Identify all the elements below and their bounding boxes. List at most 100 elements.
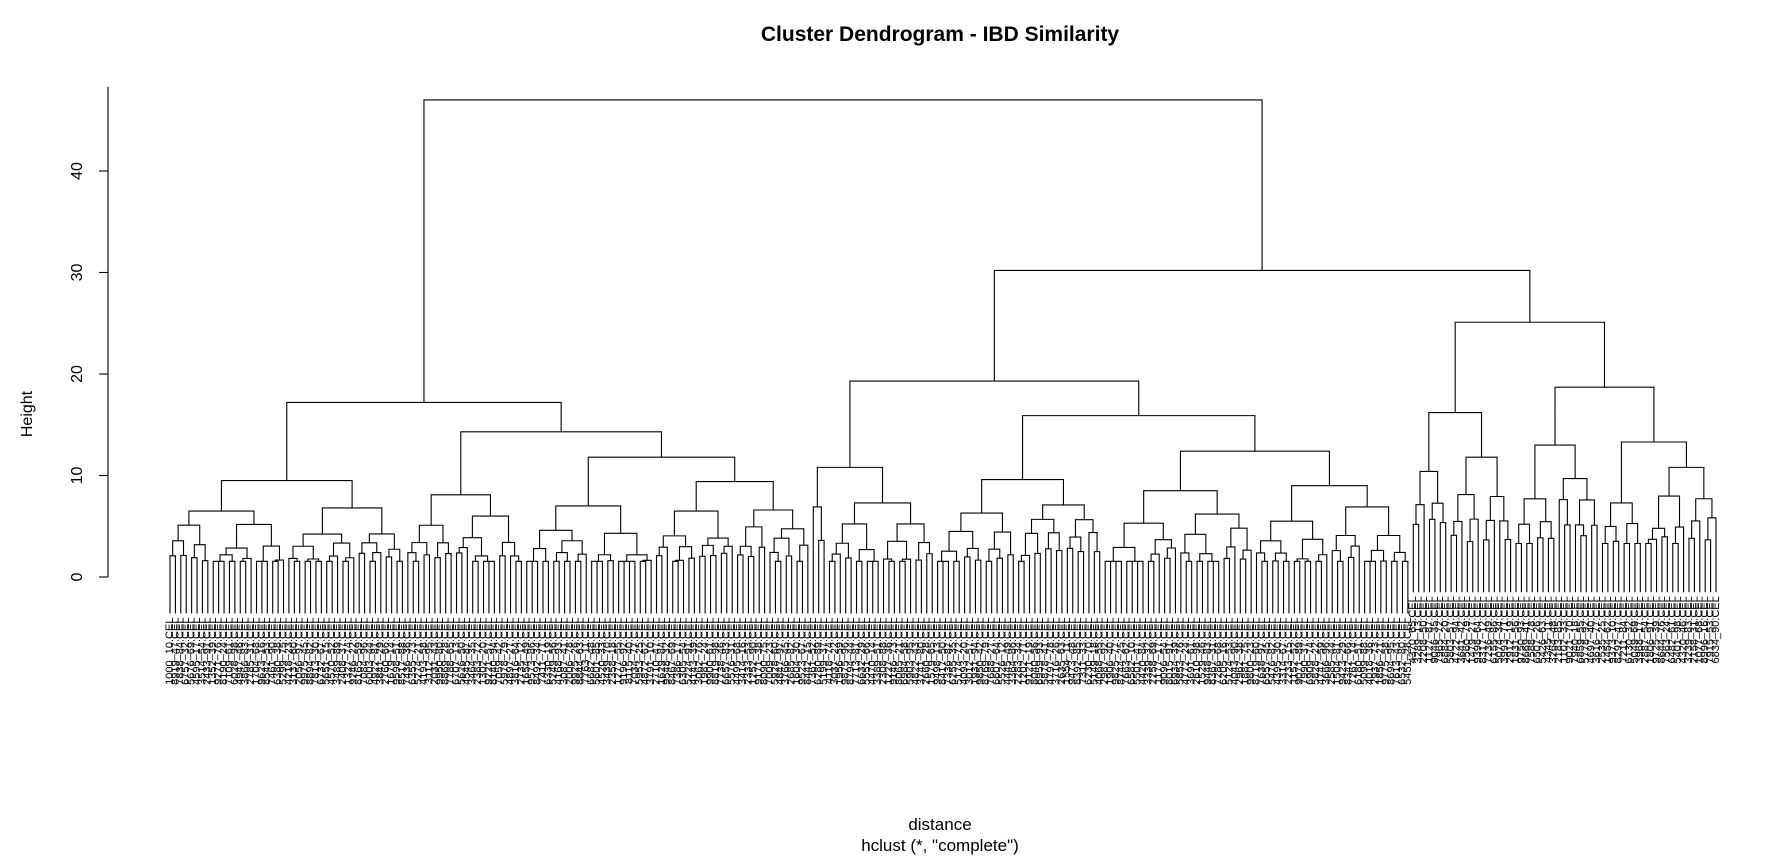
- leaf-label: 2535_25.CEL: [1596, 596, 1608, 663]
- leaf-label: 9750_93.CEL: [1515, 596, 1527, 663]
- leaf-label: 7236_49.CEL: [1483, 596, 1495, 663]
- leaf-label: 1127_87.CEL: [1423, 596, 1435, 662]
- leaf-label: 9146_73.CEL: [888, 618, 900, 685]
- leaf-label: 2408_37.CEL: [337, 618, 349, 685]
- leaf-label: 9623_16.CEL: [256, 618, 268, 685]
- leaf-label: 2358_18.CEL: [607, 618, 619, 685]
- leaf-label: 6532_80.CEL: [1396, 618, 1408, 685]
- leaf-label: 1252_90.CEL: [748, 618, 760, 685]
- chart-title: Cluster Dendrogram - IBD Similarity: [761, 23, 1120, 46]
- leaf-label: 2660_28.CEL: [921, 618, 933, 685]
- leaf-label: 4193_58.CEL: [418, 618, 430, 685]
- leaf-label: 2308_88.CEL: [877, 618, 889, 685]
- leaf-label: 5299_75.CEL: [277, 618, 289, 685]
- leaf-label: 9423_29.CEL: [1337, 618, 1349, 685]
- leaf-label: 2006_78.CEL: [564, 618, 576, 685]
- leaf-label: 5199_37.CEL: [818, 618, 830, 685]
- leaf-label: 4143_39.CEL: [688, 618, 700, 685]
- leaf-label: 5149_18.CEL: [1088, 618, 1100, 685]
- leaf-label: 5576_31.CEL: [726, 618, 738, 685]
- leaf-label: 9196_92.CEL: [618, 618, 630, 685]
- leaf-label: 9473_48.CEL: [1067, 618, 1079, 685]
- leaf-label: 9096_54.CEL: [1159, 618, 1171, 685]
- leaf-label: 6632_29.CEL: [856, 618, 868, 685]
- leaf-label: 5853_76.CEL: [1175, 618, 1187, 685]
- leaf-label: 2962_38.CEL: [1234, 618, 1246, 685]
- leaf-label: 2912_19.CEL: [1504, 596, 1516, 663]
- leaf-label: 9548_32.CEL: [661, 618, 673, 685]
- leaf-label: 6757_32.CEL: [180, 618, 192, 685]
- leaf-label: 5074_34.CEL: [1494, 596, 1506, 663]
- y-axis: 0 10 20 30 40: [69, 86, 109, 581]
- leaf-label: 7813_30.CEL: [310, 618, 322, 685]
- leaf-label: 8367_31.CEL: [1207, 618, 1219, 685]
- leaf-label: 5651_15.CEL: [321, 618, 333, 685]
- leaf-label: 6507_26.CEL: [1532, 596, 1544, 663]
- leaf-label: 3339_32.CEL: [1142, 618, 1154, 685]
- leaf-label: 1856_21.CEL: [1375, 618, 1387, 685]
- leaf-label: 7336_87.CEL: [942, 618, 954, 685]
- leaf-label: 3691_61.CEL: [1186, 618, 1198, 685]
- leaf-label: 6732_67.CEL: [315, 618, 327, 685]
- leaf-label: 2610_98.CEL: [1191, 618, 1203, 685]
- leaf-label: 5426_63.CEL: [1537, 596, 1549, 663]
- leaf-label: 5626_50.CEL: [456, 618, 468, 685]
- leaf-label: 1654_49.CEL: [521, 618, 533, 685]
- leaf-label: 8744_25.CEL: [1115, 618, 1127, 685]
- leaf-label: 4872_62.CEL: [640, 618, 652, 685]
- leaf-label: 1679_14.CEL: [386, 618, 398, 685]
- leaf-label: 4722_94.CEL: [1450, 596, 1462, 663]
- leaf-label: 7009_23.CEL: [764, 618, 776, 685]
- leaf-label: 3993_71.CEL: [1499, 596, 1511, 663]
- leaf-label: 1529_46.CEL: [1196, 618, 1208, 685]
- leaf-label: 1554_11.CEL: [1061, 618, 1073, 684]
- leaf-label: 2283_34.CEL: [1013, 618, 1025, 685]
- leaf-label: 3264_48.CEL: [1548, 596, 1560, 663]
- leaf-label: 5551_66.CEL: [861, 618, 873, 685]
- leaf-label: 8542_53.CEL: [261, 618, 273, 685]
- leaf-label: 7286_68.CEL: [1213, 618, 1225, 685]
- leaf-label: 9071_89.CEL: [1294, 618, 1306, 685]
- leaf-label: 4922_81.CEL: [369, 618, 381, 685]
- leaf-label: 8015_91.CEL: [1164, 618, 1176, 685]
- leaf-label: 4747_59.CEL: [1315, 618, 1327, 685]
- leaf-label: 7613_43.CEL: [1391, 618, 1403, 685]
- y-tick-label: 10: [69, 467, 86, 485]
- leaf-label: 4018_36.CEL: [1364, 618, 1376, 685]
- leaf-label: 2585_44.CEL: [1326, 618, 1338, 685]
- leaf-label: 6355_73.CEL: [407, 618, 419, 685]
- leaf-label: 5828_22.CEL: [1310, 618, 1322, 685]
- leaf-label: 9875_96.CEL: [840, 618, 852, 685]
- leaf-label: 9850_42.CEL: [975, 618, 987, 685]
- leaf-label: 8844_63.CEL: [575, 618, 587, 685]
- leaf-label: 1704_68.CEL: [250, 618, 262, 685]
- leaf-label: 2685_82.CEL: [786, 618, 798, 685]
- leaf-label: 6130_32.CEL: [1623, 596, 1635, 663]
- leaf-label: 7084_96.CEL: [359, 618, 371, 685]
- leaf-label: 2937_73.CEL: [1369, 618, 1381, 685]
- leaf-label: 8492_34.CEL: [531, 618, 543, 685]
- leaf-label: 3439_70.CEL: [602, 618, 614, 685]
- leaf-label: 8517_88.CEL: [396, 618, 408, 685]
- leaf-label: 6305_54.CEL: [677, 618, 689, 685]
- leaf-label: 3666_96.CEL: [1321, 618, 1333, 685]
- leaf-label: 1202_71.CEL: [1018, 618, 1030, 685]
- leaf-label: 1981_24.CEL: [699, 618, 711, 685]
- leaf-label: 7211_84.CEL: [1618, 596, 1630, 662]
- leaf-label: 4897_27.CEL: [504, 618, 516, 685]
- leaf-label: 4697_40.CEL: [1586, 596, 1598, 663]
- leaf-label: 4370_65.CEL: [1407, 596, 1419, 663]
- leaf-label: 9775_58.CEL: [1380, 618, 1392, 685]
- leaf-label: 8919_47.CEL: [169, 618, 181, 685]
- leaf-labels: 1000_10.CEL8919_47.CEL7838_84.CEL6757_32…: [164, 596, 1722, 685]
- leaf-label: 8417_50.CEL: [937, 618, 949, 685]
- leaf-label: 1629_84.CEL: [656, 618, 668, 685]
- leaf-label: 9373_10.CEL: [1607, 596, 1619, 663]
- leaf-label: 1579_65.CEL: [926, 618, 938, 685]
- leaf-label: 9800_23.CEL: [1245, 618, 1257, 685]
- leaf-label: 5601_85.CEL: [591, 618, 603, 685]
- leaf-label: 6582_10.CEL: [1126, 618, 1138, 685]
- leaf-label: 6657_83.CEL: [721, 618, 733, 685]
- leaf-label: 3364_86.CEL: [1007, 618, 1019, 685]
- leaf-label: 3464_35.CEL: [467, 618, 479, 685]
